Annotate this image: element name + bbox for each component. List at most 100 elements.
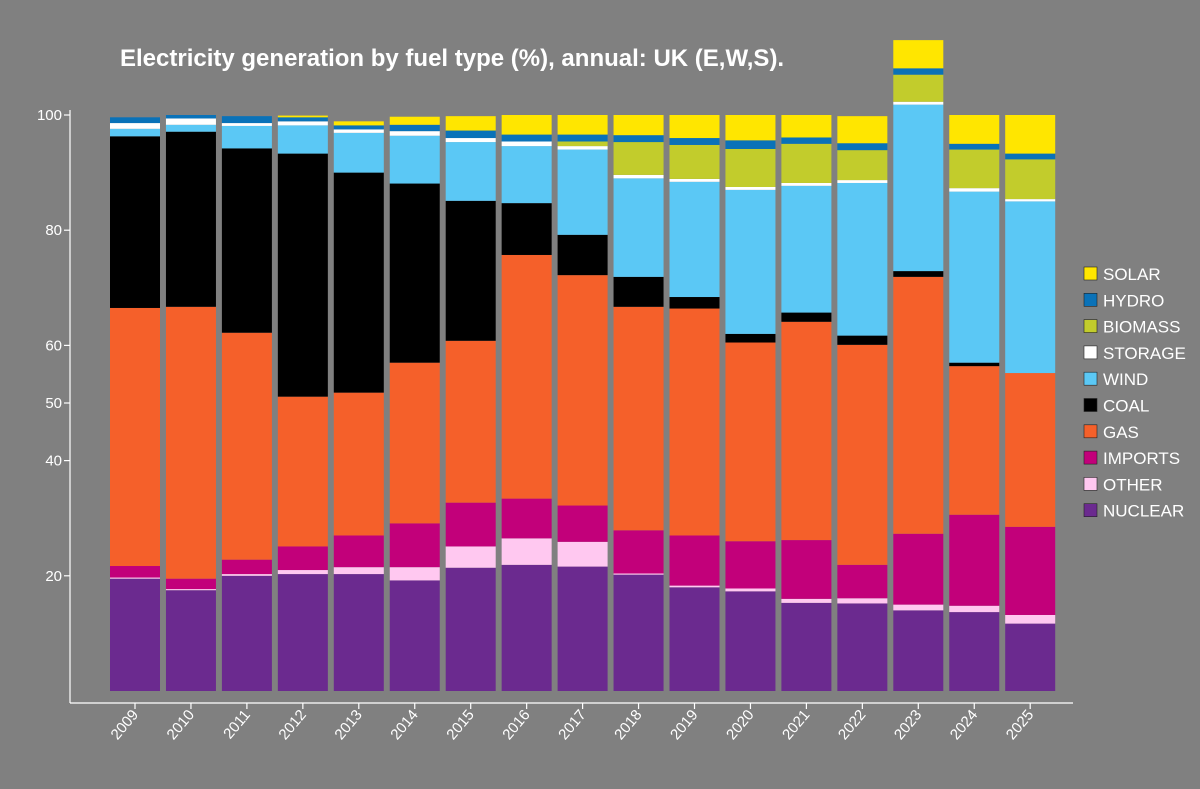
legend-label-other: OTHER — [1103, 475, 1163, 494]
bar-wind-2018 — [613, 178, 664, 277]
bar-solar-2021 — [781, 115, 832, 138]
bar-nuclear-2019 — [669, 587, 720, 691]
bar-wind-2024 — [949, 191, 1000, 363]
bar-other-2013 — [333, 567, 384, 575]
bar-hydro-2009 — [110, 117, 160, 124]
bar-storage-2014 — [389, 131, 440, 136]
bar-wind-2017 — [557, 149, 608, 235]
legend-swatch-nuclear — [1083, 503, 1098, 518]
bar-storage-2018 — [613, 174, 664, 179]
bar-wind-2009 — [110, 128, 160, 137]
x-tick-label-2017: 2017 — [555, 707, 589, 743]
bar-gas-2018 — [613, 306, 664, 531]
x-tick-label-2019: 2019 — [667, 707, 701, 743]
bar-imports-2009 — [110, 566, 160, 578]
bar-stack-2017 — [557, 115, 608, 691]
bar-other-2024 — [949, 605, 1000, 613]
bar-nuclear-2020 — [725, 591, 776, 691]
legend-item-solar: SOLAR — [1083, 265, 1161, 284]
legend-label-gas: GAS — [1103, 423, 1139, 442]
bar-hydro-2012 — [277, 117, 328, 122]
bar-storage-2009 — [110, 123, 160, 129]
bar-nuclear-2009 — [110, 578, 160, 691]
legend-label-nuclear: NUCLEAR — [1103, 502, 1184, 521]
bar-coal-2019 — [669, 297, 720, 309]
bar-coal-2022 — [837, 335, 888, 345]
bar-nuclear-2023 — [893, 610, 944, 691]
chart-title: Electricity generation by fuel type (%),… — [120, 45, 784, 72]
bar-storage-2020 — [725, 187, 776, 190]
bar-gas-2012 — [277, 396, 328, 547]
bar-wind-2011 — [221, 125, 272, 149]
legend-item-wind: WIND — [1083, 370, 1148, 389]
bar-stack-2015 — [445, 116, 496, 691]
bar-coal-2016 — [501, 203, 552, 255]
bar-imports-2018 — [613, 530, 664, 574]
bar-storage-2017 — [557, 146, 608, 150]
bar-stack-2021 — [781, 115, 832, 691]
bar-hydro-2013 — [333, 125, 384, 130]
bar-other-2018 — [613, 573, 664, 575]
bar-nuclear-2022 — [837, 603, 888, 691]
bar-gas-2009 — [110, 307, 160, 567]
bar-hydro-2024 — [949, 143, 1000, 150]
bar-solar-2025 — [1005, 115, 1056, 154]
bars-layer — [110, 40, 1056, 691]
legend-item-storage: STORAGE — [1083, 344, 1186, 363]
bar-other-2014 — [389, 567, 440, 581]
bar-stack-2016 — [501, 115, 552, 691]
bar-storage-2010 — [165, 118, 216, 125]
bar-nuclear-2017 — [557, 566, 608, 691]
bar-stack-2014 — [389, 116, 440, 691]
bar-imports-2011 — [221, 559, 272, 575]
x-tick-label-2021: 2021 — [779, 707, 813, 743]
bar-gas-2022 — [837, 344, 888, 565]
bar-wind-2021 — [781, 185, 832, 313]
bar-nuclear-2025 — [1005, 623, 1056, 691]
bar-storage-2021 — [781, 182, 832, 186]
bar-coal-2011 — [221, 148, 272, 333]
bar-nuclear-2014 — [389, 580, 440, 691]
bar-nuclear-2012 — [277, 574, 328, 691]
bar-other-2019 — [669, 585, 720, 588]
bar-solar-2022 — [837, 116, 888, 144]
bar-stack-2023 — [893, 40, 944, 691]
legend-swatch-coal — [1083, 398, 1098, 412]
bar-hydro-2017 — [557, 134, 608, 142]
bar-storage-2019 — [669, 178, 720, 182]
bar-other-2009 — [110, 577, 160, 579]
bar-imports-2015 — [445, 502, 496, 547]
bar-biomass-2017 — [557, 141, 608, 147]
bar-biomass-2019 — [669, 144, 720, 179]
x-tick-label-2010: 2010 — [164, 707, 198, 743]
legend-label-biomass: BIOMASS — [1103, 318, 1180, 337]
legend-swatch-wind — [1083, 371, 1098, 386]
bar-solar-2019 — [669, 115, 720, 139]
bar-wind-2012 — [277, 125, 328, 154]
bar-solar-2024 — [949, 115, 1000, 144]
bar-wind-2016 — [501, 146, 552, 204]
bar-wind-2013 — [333, 132, 384, 173]
bar-imports-2024 — [949, 514, 1000, 606]
legend-label-wind: WIND — [1103, 370, 1148, 389]
bar-gas-2020 — [725, 342, 776, 542]
bar-stack-2009 — [110, 117, 160, 691]
legend-item-coal: COAL — [1083, 397, 1149, 416]
legend-item-biomass: BIOMASS — [1083, 318, 1180, 337]
bar-wind-2019 — [669, 181, 720, 298]
bar-hydro-2018 — [613, 135, 664, 143]
bar-other-2021 — [781, 598, 832, 603]
y-tick-label-50: 50 — [45, 395, 62, 412]
bar-hydro-2025 — [1005, 153, 1056, 160]
bar-biomass-2025 — [1005, 159, 1056, 200]
bar-nuclear-2021 — [781, 602, 832, 691]
bar-storage-2023 — [893, 101, 944, 105]
y-tick-label-20: 20 — [45, 568, 62, 585]
legend-label-hydro: HYDRO — [1103, 291, 1164, 310]
bar-other-2015 — [445, 546, 496, 568]
bar-other-2017 — [557, 541, 608, 567]
x-tick-label-2023: 2023 — [891, 707, 925, 743]
legend-item-nuclear: NUCLEAR — [1083, 502, 1184, 521]
bar-gas-2017 — [557, 275, 608, 506]
bar-nuclear-2015 — [445, 567, 496, 691]
